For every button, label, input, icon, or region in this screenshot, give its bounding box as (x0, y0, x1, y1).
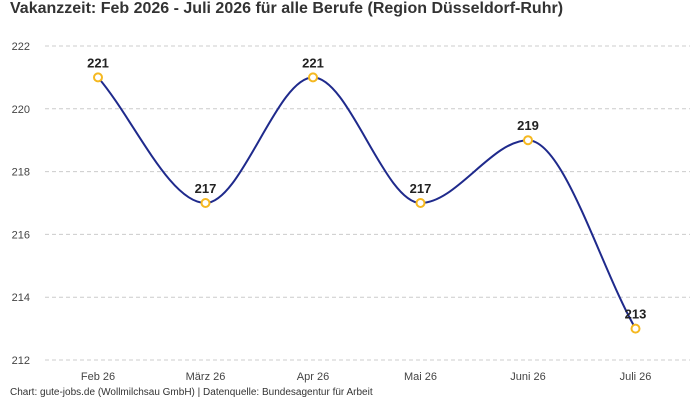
data-label: 217 (195, 181, 217, 196)
x-tick-label: Juni 26 (510, 371, 545, 383)
x-tick-label: Juli 26 (620, 371, 652, 383)
data-point (630, 323, 641, 334)
data-label: 213 (625, 307, 647, 322)
grid-lines (45, 45, 690, 361)
data-point (200, 198, 211, 208)
y-tick-label: 216 (12, 229, 30, 241)
y-tick-label: 220 (12, 104, 30, 116)
x-tick-label: Feb 26 (81, 371, 115, 383)
x-tick-label: Apr 26 (297, 371, 329, 383)
source-footer: Chart: gute-jobs.de (Wollmilchsau GmbH) … (10, 387, 373, 398)
series-path (97, 76, 637, 330)
data-point (93, 72, 103, 83)
data-point (308, 72, 318, 83)
series-markers (93, 72, 641, 334)
data-label: 217 (410, 181, 432, 196)
x-tick-label: März 26 (186, 371, 226, 383)
y-tick-label: 214 (12, 292, 30, 304)
data-labels: 221 217 221 217 219 213 (87, 55, 646, 321)
data-label: 221 (87, 55, 109, 70)
series-line (97, 76, 637, 330)
y-tick-label: 212 (12, 355, 30, 367)
x-tick-label: Mai 26 (404, 371, 437, 383)
y-axis-ticks: 212 214 216 218 220 222 (12, 41, 30, 367)
y-tick-label: 222 (12, 41, 30, 53)
chart-title: Vakanzzeit: Feb 2026 - Juli 2026 für all… (10, 0, 564, 17)
x-axis-ticks: Feb 26 März 26 Apr 26 Mai 26 Juni 26 Juli 26 (81, 371, 652, 383)
data-label: 221 (302, 55, 324, 70)
data-point (415, 198, 426, 208)
y-tick-label: 218 (12, 167, 30, 179)
data-label: 219 (517, 118, 539, 133)
data-point (523, 135, 533, 146)
